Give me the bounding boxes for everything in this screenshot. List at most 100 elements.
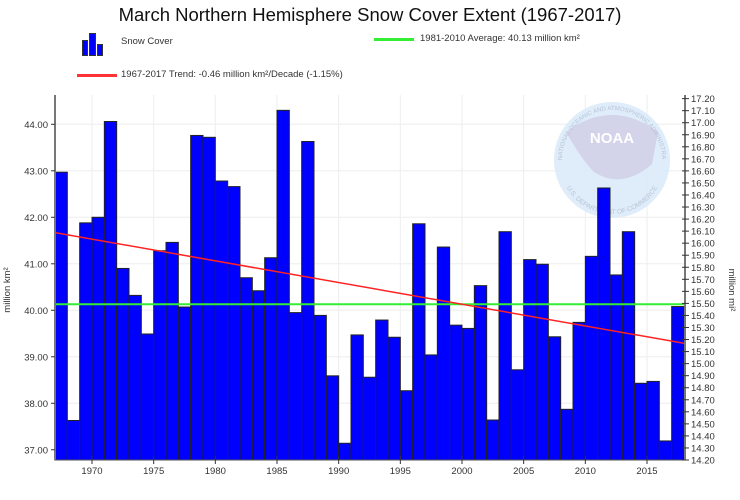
bar-2012 [609, 274, 623, 461]
right-y-tick-label: 15.50 [691, 299, 715, 310]
right-y-tick-label: 16.10 [691, 227, 715, 238]
bar-1967 [54, 171, 68, 461]
bar-2010 [584, 255, 599, 461]
right-y-tick-label: 14.90 [691, 371, 715, 382]
x-tick-label: 1970 [81, 466, 102, 477]
right-y-tick-label: 17.00 [691, 118, 715, 129]
right-y-tick-label: 15.10 [691, 347, 715, 358]
bar-1985 [276, 109, 290, 461]
x-tick-label: 2010 [575, 466, 596, 477]
legend-trend: 1967-2017 Trend: -0.46 million km²/Decad… [121, 69, 343, 80]
bar-2000 [461, 327, 475, 461]
bar-1999 [449, 324, 463, 461]
bar-2001 [473, 285, 488, 461]
bar-1992 [362, 376, 377, 461]
bar-2016 [658, 440, 673, 461]
bar-1991 [350, 334, 364, 461]
bar-1972 [116, 267, 130, 461]
y-tick-label: 41.00 [24, 259, 48, 270]
bar-1968 [66, 419, 81, 461]
x-tick-label: 2015 [636, 466, 657, 477]
bar-1989 [325, 375, 340, 461]
bar-2015 [646, 380, 660, 461]
y-tick-label: 37.00 [24, 445, 48, 456]
bar-2008 [560, 408, 574, 461]
right-y-tick-label: 16.20 [691, 215, 715, 226]
average-line-legend-icon [374, 38, 414, 41]
bar-1974 [140, 333, 155, 461]
right-y-tick-label: 16.80 [691, 142, 715, 153]
y-tick-label: 43.00 [24, 166, 48, 177]
right-y-tick-label: 16.50 [691, 178, 715, 189]
bar-2014 [634, 382, 648, 461]
x-tick-label: 2005 [513, 466, 534, 477]
right-y-tick-label: 14.80 [691, 383, 715, 394]
bar-1976 [165, 241, 179, 461]
bar-1981 [227, 186, 241, 461]
bar-1998 [436, 246, 451, 461]
right-y-tick-label: 15.80 [691, 263, 715, 274]
legend-snow-cover: Snow Cover [121, 36, 173, 47]
right-y-tick-label: 15.60 [691, 287, 715, 298]
right-y-tick-label: 14.70 [691, 395, 715, 406]
bar-2004 [510, 369, 525, 461]
y-tick-label: 38.00 [24, 399, 48, 410]
bar-2005 [523, 259, 537, 461]
x-tick-label: 1985 [266, 466, 287, 477]
bar-1970 [91, 216, 105, 461]
legend-average: 1981-2010 Average: 40.13 million km² [420, 33, 580, 44]
bar-1987 [301, 140, 315, 461]
bar-2009 [572, 321, 586, 461]
right-y-tick-label: 16.90 [691, 130, 715, 141]
bar-1990 [338, 442, 352, 461]
right-y-tick-label: 15.40 [691, 311, 715, 322]
x-tick-label: 1990 [328, 466, 349, 477]
right-y-tick-label: 16.60 [691, 166, 715, 177]
bar-1973 [128, 294, 142, 461]
bar-1978 [190, 134, 204, 461]
bar-2017 [671, 306, 685, 461]
right-y-tick-label: 17.10 [691, 106, 715, 117]
bar-2011 [597, 187, 611, 461]
right-y-tick-label: 16.00 [691, 239, 715, 250]
bar-1980 [214, 180, 229, 461]
trend-line-legend-icon [77, 74, 117, 77]
bar-2007 [547, 336, 562, 461]
bar-1983 [251, 290, 266, 461]
right-y-tick-label: 14.30 [691, 443, 715, 454]
bar-1971 [103, 121, 118, 461]
bar-1988 [313, 314, 327, 461]
bar-2013 [621, 231, 636, 461]
x-tick-label: 1995 [390, 466, 411, 477]
noaa-logo-text: NOAA [590, 130, 634, 147]
right-y-tick-label: 15.00 [691, 359, 715, 370]
y-axis-label: million km² [2, 267, 13, 312]
right-y-tick-label: 14.40 [691, 431, 715, 442]
y-tick-label: 40.00 [24, 306, 48, 317]
x-tick-label: 1980 [205, 466, 226, 477]
right-y-tick-label: 16.30 [691, 203, 715, 214]
right-y-tick-label: 15.20 [691, 335, 715, 346]
bar-1996 [412, 223, 426, 461]
chart-title: March Northern Hemisphere Snow Cover Ext… [118, 4, 622, 25]
noaa-bird-icon [566, 115, 658, 180]
x-tick-label: 1975 [143, 466, 164, 477]
right-y-axis-label: million mi² [726, 269, 737, 312]
y-tick-label: 42.00 [24, 213, 48, 224]
bar-1986 [288, 312, 303, 461]
bar-2002 [486, 419, 500, 461]
bar-1993 [375, 319, 389, 461]
bar-1975 [153, 250, 167, 461]
trend-line [54, 231, 685, 345]
noaa-ring-text-top: NATIONAL OCEANIC AND ATMOSPHERIC ADMINIS… [0, 0, 666, 160]
right-y-tick-label: 14.60 [691, 407, 715, 418]
bar-2006 [535, 263, 549, 461]
right-y-tick-label: 16.40 [691, 190, 715, 201]
right-y-tick-label: 14.50 [691, 419, 715, 430]
x-tick-label: 2000 [451, 466, 472, 477]
bar-2003 [498, 231, 512, 461]
right-y-tick-label: 14.20 [691, 456, 715, 467]
bar-1979 [202, 136, 216, 461]
bar-1969 [79, 222, 93, 461]
